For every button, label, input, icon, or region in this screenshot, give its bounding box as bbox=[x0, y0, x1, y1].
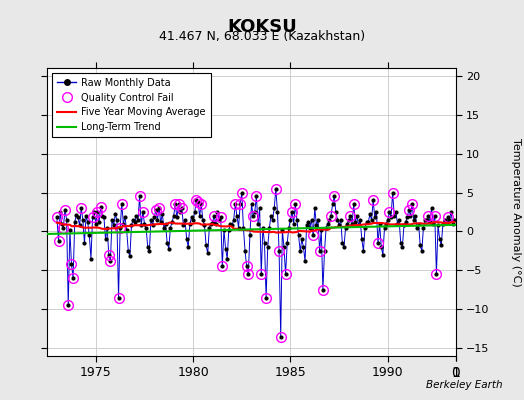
Legend: Raw Monthly Data, Quality Control Fail, Five Year Moving Average, Long-Term Tren: Raw Monthly Data, Quality Control Fail, … bbox=[52, 73, 211, 137]
Text: 41.467 N, 68.033 E (Kazakhstan): 41.467 N, 68.033 E (Kazakhstan) bbox=[159, 30, 365, 43]
Text: Temperature Anomaly (°C): Temperature Anomaly (°C) bbox=[511, 138, 521, 286]
Text: KOKSU: KOKSU bbox=[227, 18, 297, 36]
Text: Berkeley Earth: Berkeley Earth bbox=[427, 380, 503, 390]
